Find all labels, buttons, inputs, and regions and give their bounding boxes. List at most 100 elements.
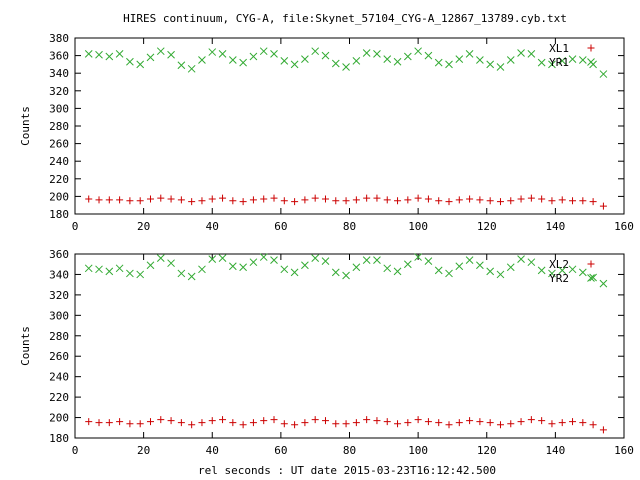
data-point-yr2 — [465, 256, 474, 264]
data-point-xl2 — [569, 418, 577, 426]
data-point-xl2 — [332, 420, 340, 428]
data-point-xl1 — [219, 194, 227, 202]
y-tick-label: 180 — [49, 208, 69, 221]
data-point-yr1 — [517, 49, 525, 57]
data-point-xl1 — [198, 197, 206, 205]
data-point-yr2 — [126, 269, 134, 278]
data-point-xl2 — [476, 418, 484, 426]
data-point-yr2 — [198, 265, 206, 274]
y-axis-label: Counts — [19, 326, 32, 366]
data-point-xl1 — [414, 194, 422, 202]
legend-marker-yr1 — [587, 58, 595, 66]
data-point-xl2 — [311, 416, 319, 424]
data-point-xl2 — [507, 420, 515, 428]
data-point-yr1 — [548, 60, 556, 69]
data-point-yr1 — [156, 47, 165, 56]
data-point-xl2 — [136, 420, 144, 428]
legend-marker-xl1 — [587, 44, 595, 52]
y-tick-label: 360 — [49, 248, 69, 261]
data-point-xl1 — [466, 195, 474, 203]
y-tick-label: 360 — [49, 50, 69, 63]
x-tick-label: 60 — [274, 444, 287, 457]
data-point-yr2 — [249, 258, 258, 267]
data-point-yr2 — [84, 264, 93, 273]
data-point-xl2 — [146, 418, 154, 426]
data-point-yr1 — [537, 58, 546, 67]
data-point-yr1 — [424, 51, 433, 60]
data-point-yr2 — [352, 263, 361, 272]
data-point-yr1 — [187, 64, 196, 73]
data-point-yr1 — [136, 60, 145, 69]
y-tick-label: 280 — [49, 330, 69, 343]
data-point-xl2 — [229, 419, 237, 427]
data-point-yr2 — [321, 257, 330, 266]
data-point-yr1 — [270, 49, 278, 58]
data-point-xl1 — [579, 197, 587, 205]
data-point-xl2 — [280, 420, 288, 428]
data-point-yr1 — [208, 48, 217, 56]
data-point-yr1 — [290, 60, 299, 69]
data-point-yr2 — [270, 256, 278, 264]
data-point-yr1 — [403, 52, 412, 61]
data-point-yr1 — [414, 47, 422, 56]
data-point-yr1 — [301, 55, 309, 63]
data-point-xl2 — [198, 419, 206, 427]
data-point-yr1 — [486, 60, 495, 69]
data-point-xl1 — [445, 198, 453, 206]
data-point-xl1 — [208, 195, 216, 203]
x-tick-label: 40 — [206, 220, 219, 233]
data-point-yr2 — [517, 255, 525, 263]
data-point-yr1 — [126, 57, 134, 66]
y-tick-label: 380 — [49, 32, 69, 45]
y-tick-label: 200 — [49, 190, 69, 203]
data-point-xl2 — [321, 417, 329, 425]
data-point-xl1 — [476, 196, 484, 204]
y-tick-label: 320 — [49, 85, 69, 98]
data-point-yr1 — [455, 55, 464, 63]
data-point-xl2 — [249, 419, 257, 427]
data-point-yr1 — [578, 56, 587, 64]
data-point-xl1 — [373, 194, 381, 202]
data-point-yr2 — [414, 253, 422, 261]
data-point-yr1 — [558, 57, 567, 65]
x-tick-label: 40 — [206, 444, 219, 457]
y-tick-label: 260 — [49, 350, 69, 363]
x-tick-label: 80 — [343, 444, 356, 457]
data-point-xl2 — [85, 418, 93, 426]
data-point-xl2 — [188, 421, 196, 429]
data-point-yr1 — [331, 59, 340, 68]
data-point-yr2 — [177, 269, 186, 278]
data-point-xl2 — [167, 417, 175, 425]
data-point-yr2 — [105, 267, 114, 276]
data-point-yr1 — [84, 49, 93, 58]
data-point-xl2 — [157, 416, 165, 424]
data-point-xl2 — [424, 418, 432, 426]
data-point-yr1 — [105, 52, 114, 61]
data-point-yr2 — [167, 259, 175, 268]
plot-frame — [74, 253, 625, 439]
x-tick-label: 140 — [545, 444, 565, 457]
data-point-xl1 — [558, 196, 566, 204]
data-point-yr1 — [506, 56, 515, 64]
y-tick-label: 240 — [49, 371, 69, 384]
data-point-xl1 — [280, 197, 288, 205]
data-point-xl2 — [352, 419, 360, 427]
data-point-yr1 — [115, 49, 124, 58]
data-point-yr2 — [259, 253, 268, 261]
data-point-yr1 — [496, 63, 505, 71]
data-point-xl1 — [136, 197, 144, 205]
data-point-xl1 — [146, 195, 154, 203]
data-point-yr2 — [95, 265, 103, 274]
data-point-yr2 — [301, 261, 309, 270]
data-point-yr1 — [249, 52, 258, 61]
data-point-yr1 — [239, 58, 247, 67]
y-tick-label: 220 — [49, 391, 69, 404]
data-point-yr2 — [146, 261, 155, 270]
data-point-xl1 — [363, 194, 371, 202]
data-point-xl1 — [157, 194, 165, 202]
data-point-yr2 — [218, 254, 227, 262]
x-tick-label: 160 — [614, 444, 634, 457]
data-point-yr1 — [445, 60, 453, 69]
top-panel: 0 20 40 60 80 100 120 140 160 180 200 220 240 260 280 3… — [19, 32, 634, 233]
data-point-xl2 — [394, 420, 402, 428]
